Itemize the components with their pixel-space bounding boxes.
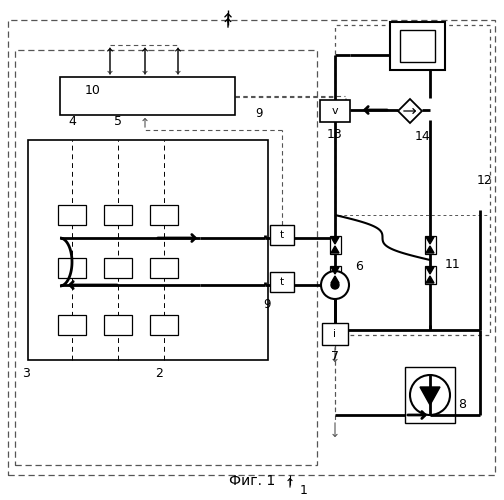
Text: 13: 13 — [327, 128, 343, 141]
Polygon shape — [420, 387, 440, 405]
Polygon shape — [331, 246, 339, 253]
Circle shape — [331, 281, 339, 289]
Bar — [150, 315, 178, 335]
Text: 1: 1 — [300, 484, 308, 496]
Text: 6: 6 — [355, 260, 363, 274]
Bar — [390, 22, 445, 70]
Bar — [320, 100, 350, 122]
Polygon shape — [426, 246, 434, 253]
Text: t: t — [280, 230, 284, 240]
Polygon shape — [426, 276, 434, 283]
Bar — [405, 367, 455, 423]
Circle shape — [321, 271, 349, 299]
Bar — [330, 236, 341, 254]
Text: 7: 7 — [331, 350, 339, 363]
Bar — [330, 266, 341, 284]
Text: Фиг. 1: Фиг. 1 — [229, 474, 275, 488]
Text: 9: 9 — [255, 107, 263, 120]
Bar — [58, 205, 86, 225]
Text: 10: 10 — [85, 84, 101, 96]
Bar — [150, 205, 178, 225]
Text: 3: 3 — [22, 367, 30, 380]
Text: 4: 4 — [68, 115, 76, 128]
Polygon shape — [426, 267, 434, 274]
Text: t: t — [280, 277, 284, 287]
Bar — [270, 225, 294, 245]
Bar — [15, 50, 317, 465]
Bar — [58, 315, 86, 335]
Text: 5: 5 — [114, 115, 122, 128]
Bar — [58, 258, 86, 278]
Polygon shape — [331, 237, 339, 244]
Text: v: v — [332, 106, 338, 116]
Polygon shape — [331, 276, 339, 283]
Bar — [150, 258, 178, 278]
Bar — [322, 323, 348, 345]
Bar — [104, 315, 132, 335]
Polygon shape — [426, 237, 434, 244]
Text: 12: 12 — [476, 174, 492, 186]
Bar — [425, 236, 436, 254]
Bar — [335, 25, 490, 335]
Bar — [425, 266, 436, 284]
Text: 9: 9 — [264, 298, 271, 311]
Text: 2: 2 — [155, 367, 163, 380]
Bar — [400, 30, 435, 62]
Polygon shape — [331, 267, 339, 274]
Text: i: i — [334, 329, 337, 339]
Polygon shape — [398, 99, 422, 123]
Bar — [104, 205, 132, 225]
Bar — [270, 272, 294, 292]
Text: 14: 14 — [415, 130, 431, 143]
Bar — [28, 140, 268, 360]
Text: 8: 8 — [458, 398, 466, 411]
Bar — [60, 77, 235, 115]
Text: 11: 11 — [445, 258, 461, 272]
Bar — [104, 258, 132, 278]
Circle shape — [410, 375, 450, 415]
